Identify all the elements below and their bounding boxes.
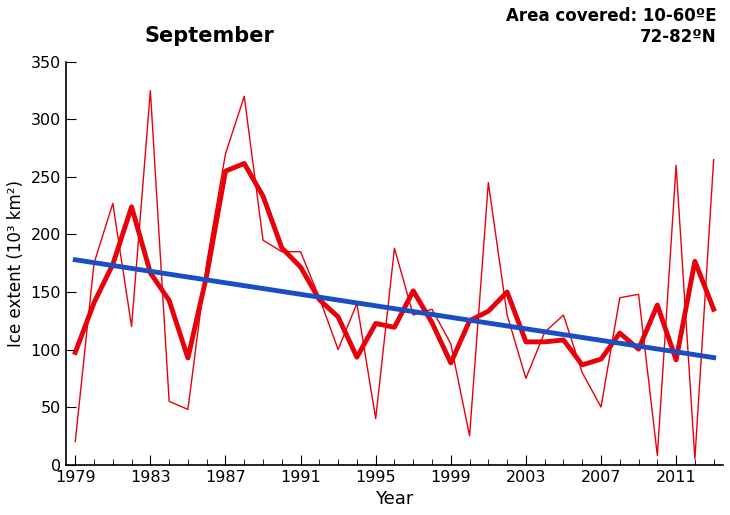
X-axis label: Year: Year	[375, 490, 414, 508]
Text: Area covered: 10-60ºE
72-82ºN: Area covered: 10-60ºE 72-82ºN	[506, 7, 716, 46]
Text: September: September	[145, 26, 274, 46]
Y-axis label: Ice extent (10³ km²): Ice extent (10³ km²)	[7, 180, 25, 347]
